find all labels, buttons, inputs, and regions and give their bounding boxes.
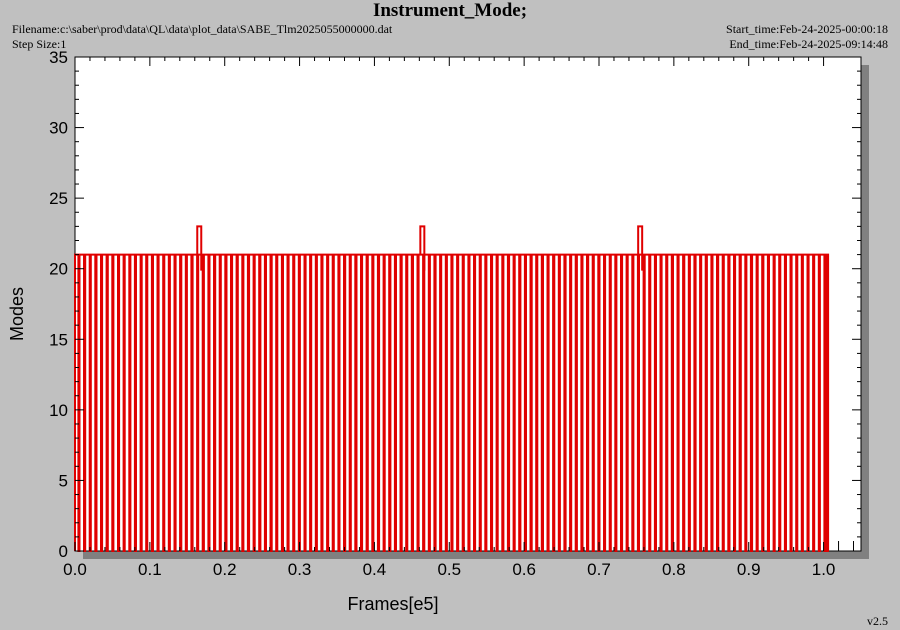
- x-axis-label: Frames[e5]: [347, 594, 438, 614]
- x-tick-label-7: 0.7: [587, 560, 611, 579]
- series-layer: [74, 225, 855, 552]
- x-tick-label-5: 0.5: [437, 560, 461, 579]
- x-tick-label-6: 0.6: [512, 560, 536, 579]
- start-time-label: Start_time:Feb-24-2025-00:00:18: [726, 22, 888, 36]
- y-axis-label: Modes: [7, 287, 27, 341]
- series-peak-1: [419, 225, 426, 271]
- end-time-label: End_time:Feb-24-2025-09:14:48: [729, 37, 888, 51]
- x-tick-label-10: 1.0: [812, 560, 836, 579]
- y-tick-label-3: 15: [49, 330, 68, 349]
- y-tick-label-7: 35: [49, 48, 68, 67]
- y-tick-label-1: 5: [59, 471, 68, 490]
- filename-label: Filename:c:\saber\prod\data\QL\data\plot…: [12, 22, 393, 36]
- x-tick-label-4: 0.4: [363, 560, 387, 579]
- y-tick-label-4: 20: [49, 260, 68, 279]
- x-tick-label-0: 0.0: [63, 560, 87, 579]
- y-tick-label-6: 30: [49, 119, 68, 138]
- x-tick-label-1: 0.1: [138, 560, 162, 579]
- x-tick-label-2: 0.2: [213, 560, 237, 579]
- x-tick-label-8: 0.8: [662, 560, 686, 579]
- series-line-0: [74, 253, 830, 552]
- y-tick-label-2: 10: [49, 401, 68, 420]
- series-peak-2: [637, 225, 644, 271]
- axes-layer: 0.0 0.1 0.2 0.3 0.4 0.5 0.6 0.7 0.8 0.9 1.0 0 5 10 15 2…: [49, 48, 861, 579]
- y-tick-label-0: 0: [59, 542, 68, 561]
- series-peak-0: [196, 225, 203, 271]
- version-label: v2.5: [867, 614, 888, 628]
- chart-title: Instrument_Mode;: [372, 0, 528, 21]
- step-size-label: Step Size:1: [12, 37, 67, 51]
- x-tick-label-9: 0.9: [737, 560, 761, 579]
- x-tick-label-3: 0.3: [288, 560, 312, 579]
- y-tick-label-5: 25: [49, 189, 68, 208]
